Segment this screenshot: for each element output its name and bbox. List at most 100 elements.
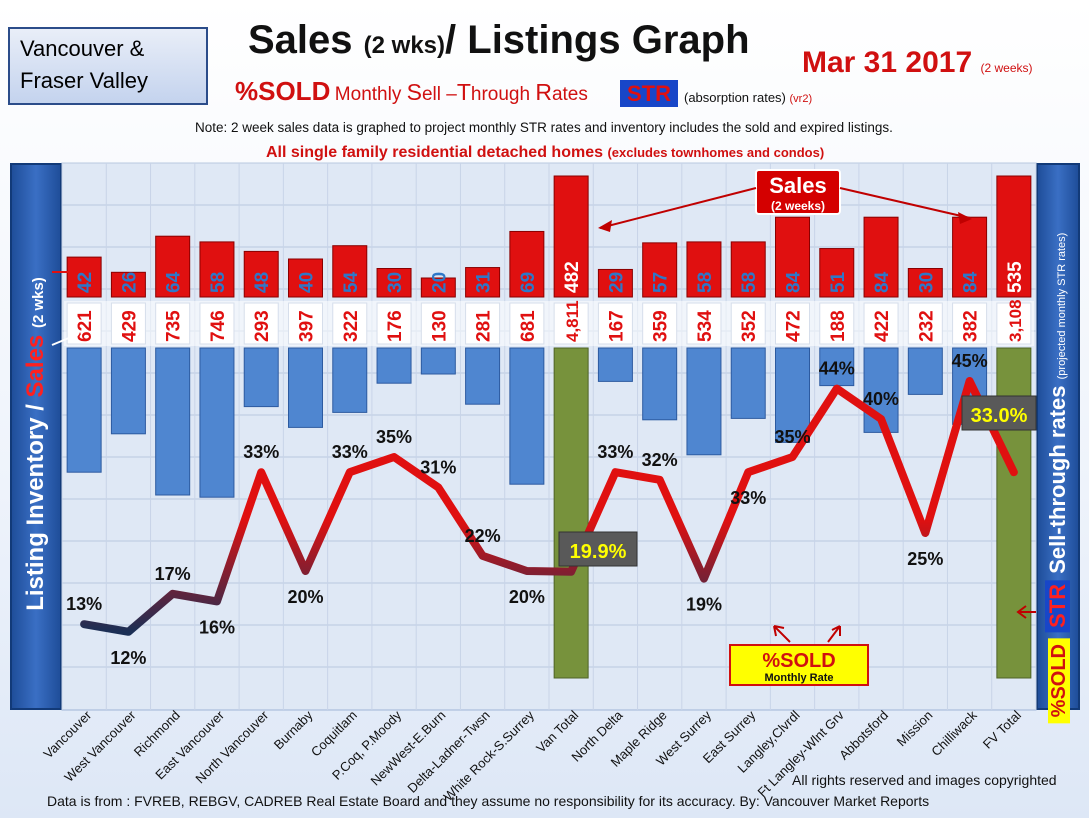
sales-value-label: 48 [252, 272, 273, 293]
inventory-bar [597, 347, 633, 382]
inventory-bar [465, 347, 501, 405]
inventory-label-box [553, 302, 589, 345]
sold-callout-title: %SOLD [762, 650, 835, 672]
str-value-label: 12% [110, 648, 146, 668]
inventory-value-label: 4,811 [563, 300, 582, 342]
inventory-bar [376, 347, 412, 384]
inventory-bar [288, 347, 323, 428]
sales-arrowhead [598, 220, 612, 232]
inventory-value-label: 472 [784, 310, 805, 342]
str-value-label: 22% [465, 526, 501, 546]
sales-bar [686, 241, 722, 298]
sales-callout-title: Sales [769, 173, 827, 198]
sales-bar [243, 250, 279, 298]
str-badge: STR [620, 80, 678, 107]
sales-bar [155, 235, 191, 298]
report-date: Mar 31 2017 (2 weeks) [802, 46, 1033, 80]
str-value-label: 13% [66, 594, 102, 614]
subtitle-monthly: Monthly [334, 84, 407, 105]
str-value-label: 19% [686, 595, 722, 615]
homes-small: (excludes townhomes and condos) [607, 145, 825, 160]
inventory-label-box [332, 302, 368, 345]
inventory-bar [775, 347, 810, 443]
str-value-label: 35% [774, 427, 810, 447]
subtitle-s-cap: S [406, 79, 422, 105]
inventory-bar [907, 347, 943, 395]
sales-bar [907, 268, 943, 298]
sales-value-label: 30 [916, 272, 937, 293]
inventory-bar [155, 347, 191, 496]
str-value-label: 33% [597, 442, 633, 462]
title-small: (2 wks) [363, 32, 446, 59]
inventory-label-box [730, 302, 766, 345]
inventory-label-box [952, 302, 988, 345]
str-value-label: 33% [730, 488, 766, 508]
left-axis-panel [10, 163, 62, 710]
inventory-label-box [907, 302, 943, 345]
subtitle-t-rest: hrough [470, 84, 536, 105]
sold-arrow [827, 625, 841, 643]
sales-bar [642, 242, 678, 298]
homes-subtitle: All single family residential detached h… [266, 144, 824, 162]
inventory-value-label: 130 [429, 310, 450, 342]
inventory-bar [730, 347, 766, 419]
inventory-bar [332, 347, 368, 413]
inventory-label-box [597, 302, 633, 345]
sales-bar [730, 241, 766, 298]
sales-value-label: 54 [341, 271, 362, 293]
sales-bar [288, 258, 323, 298]
sales-arrow [839, 187, 971, 219]
inventory-label-box [155, 302, 191, 345]
inventory-label-box [642, 302, 678, 345]
homes-main: All single family residential detached h… [266, 144, 603, 161]
inventory-label-box [376, 302, 412, 345]
inventory-label-box [863, 302, 899, 345]
inventory-label-box [243, 302, 279, 345]
category-label: Chilliwack [928, 707, 980, 759]
sales-value-label: 40 [297, 272, 318, 293]
subtitle-sold: %SOLD [235, 76, 331, 106]
van-total-str-box [558, 531, 638, 567]
sales-bar [597, 268, 633, 298]
inventory-bar [66, 347, 102, 473]
inventory-bar [420, 347, 456, 375]
str-value-label: 25% [907, 549, 943, 569]
sales-bar [110, 271, 146, 298]
inventory-value-label: 352 [739, 310, 760, 342]
sales-value-label: 84 [784, 271, 805, 293]
sales-value-label: 84 [872, 271, 893, 293]
inventory-label-box [110, 302, 146, 345]
str-value-label: 17% [155, 564, 191, 584]
inventory-pointer [51, 331, 80, 346]
subtitle-r-rest: ates [551, 84, 588, 105]
inventory-value-label: 3,108 [1006, 299, 1025, 342]
sold-callout-sub: Monthly Rate [764, 672, 833, 684]
str-value-label: 45% [952, 351, 988, 371]
inventory-bar [553, 347, 589, 679]
footer-source: Data is from : FVREB, REBGV, CADREB Real… [47, 793, 930, 809]
inventory-value-label: 176 [385, 310, 406, 342]
sales-arrow [599, 187, 757, 229]
sales-bar [819, 248, 855, 298]
sales-value-label: 42 [75, 272, 96, 293]
str-value-label: 20% [509, 587, 545, 607]
sales-value-label: 30 [385, 272, 406, 293]
region-line-2: Fraser Valley [20, 68, 148, 93]
sales-callout-sub: (2 weeks) [771, 199, 825, 213]
inventory-bar [642, 347, 678, 421]
str-line [80, 377, 1018, 636]
inventory-value-label: 293 [252, 310, 273, 342]
inventory-bar [819, 347, 855, 387]
sales-value-label: 69 [518, 272, 539, 293]
chart-note: Note: 2 week sales data is graphed to pr… [195, 120, 893, 135]
inventory-value-label: 281 [474, 310, 495, 342]
sales-value-label: 535 [1005, 261, 1026, 293]
str-value-label: 40% [863, 389, 899, 409]
date-small: (2 weeks) [980, 61, 1033, 75]
subtitle-t-cap: T [456, 79, 471, 105]
inventory-value-label: 232 [916, 310, 937, 342]
sales-bar [376, 268, 412, 298]
str-value-label: 35% [376, 427, 412, 447]
sales-arrowhead [958, 212, 972, 224]
str-value-label: 20% [287, 587, 323, 607]
